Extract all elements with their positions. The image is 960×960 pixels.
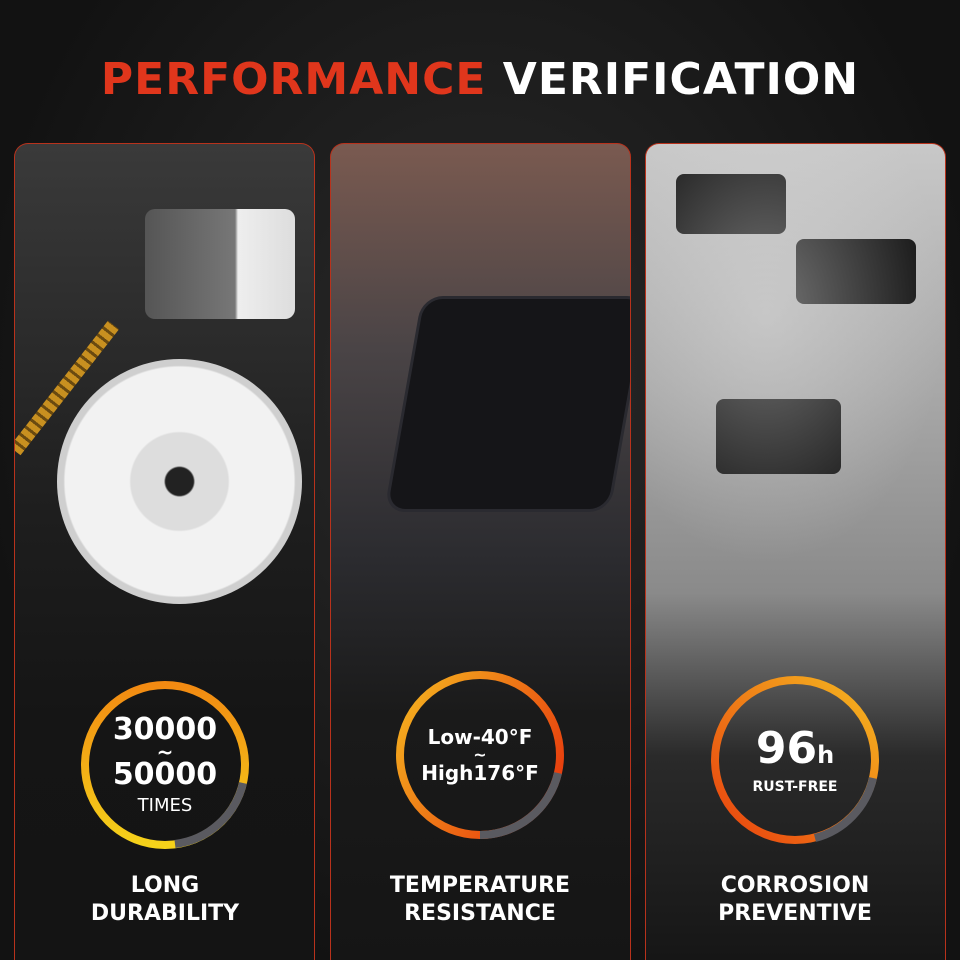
corrosion-ring: 96h RUST-FREE [705, 670, 885, 850]
fog-overlay [646, 144, 945, 564]
corrosion-caption: CORROSION PREVENTIVE [718, 873, 872, 926]
temperature-ring: Low-40°F ~ High176°F [390, 665, 570, 845]
durability-caption: LONG DURABILITY [90, 873, 240, 926]
motor-image [145, 209, 295, 319]
page-title: PERFORMANCE VERIFICATION [100, 54, 860, 105]
durability-ring: 30000 ~50000 TIMES [75, 675, 255, 855]
temperature-panel [330, 143, 631, 960]
durability-panel [14, 143, 315, 960]
lock-actuator-image [387, 299, 630, 509]
gear-image [57, 359, 302, 604]
corrosion-panel [645, 143, 946, 960]
temperature-caption: TEMPERATURE RESISTANCE [389, 873, 571, 926]
